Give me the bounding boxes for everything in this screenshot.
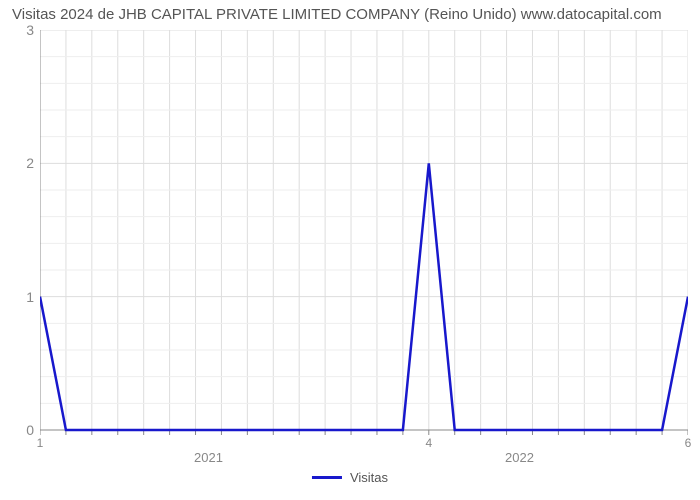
plot-svg [40, 30, 688, 450]
y-tick-label: 3 [14, 22, 34, 38]
chart-title: Visitas 2024 de JHB CAPITAL PRIVATE LIMI… [12, 6, 662, 23]
chart-legend: Visitas [312, 470, 388, 485]
legend-label: Visitas [350, 470, 388, 485]
plot-area [40, 30, 688, 430]
x-minor-label: 4 [425, 436, 432, 450]
x-major-label: 2021 [194, 450, 223, 465]
chart-container: Visitas 2024 de JHB CAPITAL PRIVATE LIMI… [0, 0, 700, 500]
x-minor-label: 6 [685, 436, 692, 450]
x-minor-label: 1 [37, 436, 44, 450]
x-major-label: 2022 [505, 450, 534, 465]
y-tick-label: 2 [14, 155, 34, 171]
legend-swatch [312, 476, 342, 479]
y-tick-label: 1 [14, 289, 34, 305]
y-tick-label: 0 [14, 422, 34, 438]
